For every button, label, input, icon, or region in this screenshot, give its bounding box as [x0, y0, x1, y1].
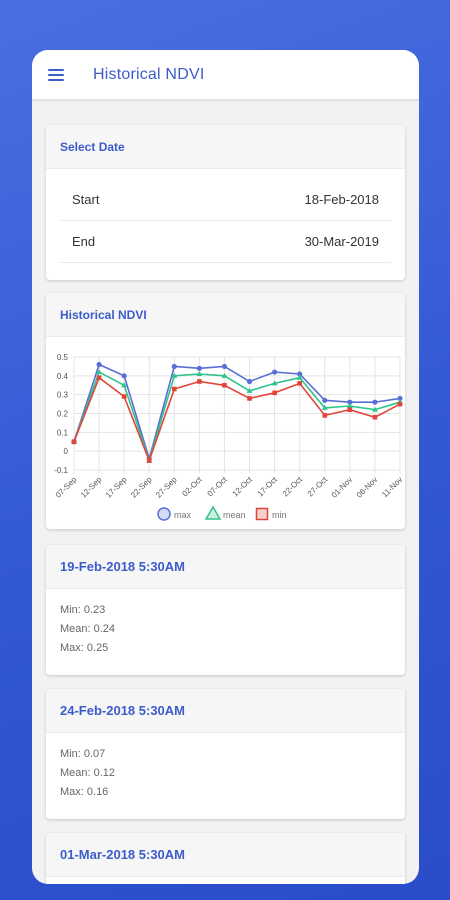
data-point-min [96, 375, 102, 381]
data-point-min [372, 414, 378, 420]
start-date-row[interactable]: Start 18-Feb-2018 [60, 179, 391, 221]
data-point-max [221, 363, 228, 370]
data-point-mean [246, 387, 253, 393]
entry-min: Min: 0.07 [60, 748, 106, 760]
data-point-min [272, 390, 277, 396]
data-point-max [372, 399, 378, 405]
data-point-max [297, 371, 303, 377]
hamburger-menu-icon[interactable] [48, 68, 64, 81]
data-point-min [297, 381, 302, 386]
data-point-mean [296, 374, 303, 380]
data-point-min [197, 379, 202, 384]
x-tick-label: 17-Sep [104, 475, 129, 500]
data-point-min [172, 386, 177, 392]
data-point-min [347, 407, 353, 413]
data-point-max [196, 365, 202, 371]
x-tick-label: 12-Oct [231, 475, 255, 499]
data-point-min [397, 401, 403, 407]
entry-title: 19-Feb-2018 5:30AM [46, 545, 405, 589]
x-tick-label: 12-Sep [79, 475, 104, 500]
x-tick-label: 17-Oct [256, 475, 280, 499]
series-min [71, 375, 403, 463]
entry-min: Min: 0.23 [60, 604, 106, 616]
x-tick-label: 01-Nov [330, 475, 355, 500]
entry-title: 24-Feb-2018 5:30AM [46, 689, 405, 733]
data-point-max [121, 373, 127, 379]
legend-marker-max [157, 507, 171, 521]
data-point-min [247, 396, 252, 401]
end-date-row[interactable]: End 30-Mar-2019 [60, 221, 391, 263]
data-point-min [146, 458, 152, 463]
series-line-min [73, 376, 401, 463]
x-tick-label: 11-Nov [380, 475, 404, 499]
x-tick-label: 27-Oct [306, 475, 330, 499]
data-point-min [222, 382, 227, 388]
end-label: End [72, 234, 96, 249]
y-tick-label: 0.2 [57, 410, 69, 419]
data-point-mean [171, 372, 178, 378]
data-point-max [347, 399, 353, 405]
app-bar: Historical NDVI [32, 50, 419, 100]
x-tick-label: 27-Sep [154, 475, 179, 500]
data-point-max [272, 369, 278, 375]
data-point-mean [196, 370, 203, 376]
data-point-max [96, 361, 102, 368]
y-tick-label: 0.3 [57, 391, 69, 400]
start-label: Start [72, 192, 100, 207]
entry-card-2[interactable]: 24-Feb-2018 5:30AM Min: 0.07 Mean: 0.12 … [46, 689, 405, 819]
entry-card-3[interactable]: 01-Mar-2018 5:30AM [46, 833, 405, 884]
data-point-max [322, 397, 328, 403]
legend-label: max [174, 510, 192, 520]
data-point-min [121, 394, 127, 399]
x-tick-label: 07-Sep [54, 475, 79, 500]
entry-card-1[interactable]: 19-Feb-2018 5:30AM Min: 0.23 Mean: 0.24 … [46, 545, 405, 675]
x-tick-label: 07-Oct [206, 475, 230, 499]
series-max [71, 361, 403, 462]
ndvi-line-chart: 0.50.40.30.20.10-0.107-Sep 12-Sep 17-Sep 22… [54, 353, 404, 521]
chart-legend [157, 505, 269, 521]
data-point-mean [371, 406, 378, 412]
series-line-mean [73, 370, 401, 464]
legend-label: min [272, 510, 287, 520]
data-point-mean [121, 382, 128, 388]
data-point-mean [346, 402, 353, 408]
x-tick-label: 06-Nov [355, 475, 380, 500]
entry-mean: Mean: 0.12 [60, 767, 116, 779]
phone-frame: Historical NDVI Select Date Start 18-Feb… [32, 50, 419, 884]
x-tick-label: 02-Oct [180, 475, 204, 499]
data-point-max [171, 363, 177, 370]
series-line-max [73, 363, 401, 462]
select-date-title: Select Date [46, 125, 405, 169]
entry-mean: Mean: 0.24 [60, 623, 116, 635]
select-date-card: Select Date Start 18-Feb-2018 End 30-Mar… [46, 125, 405, 280]
entry-max: Max: 0.16 [60, 786, 109, 798]
y-tick-label: -0.1 [54, 466, 68, 475]
x-tick-label: 22-Sep [129, 475, 154, 500]
data-point-min [71, 439, 77, 445]
entry-max: Max: 0.25 [60, 642, 109, 654]
legend-label: mean [223, 510, 246, 520]
y-tick-label: 0.1 [57, 428, 69, 437]
data-point-mean [221, 372, 228, 378]
start-date-value[interactable]: 18-Feb-2018 [304, 192, 379, 207]
chart-card-title: Historical NDVI [46, 293, 405, 337]
data-point-min [322, 413, 328, 418]
ndvi-chart-card: Historical NDVI 0.5 0.4 0.3 0.2 0.1 0 -0.1 07-S… [46, 293, 405, 529]
legend-marker-mean [204, 505, 222, 520]
data-point-mean [96, 369, 103, 375]
data-point-max [246, 378, 253, 385]
end-date-value[interactable]: 30-Mar-2019 [304, 234, 379, 249]
entry-title: 01-Mar-2018 5:30AM [46, 833, 405, 877]
series-mean [71, 369, 403, 464]
x-tick-label: 22-Oct [281, 475, 305, 499]
page-title: Historical NDVI [93, 65, 205, 83]
y-tick-label: 0.4 [57, 372, 69, 381]
y-tick-label: 0 [64, 447, 69, 456]
data-point-mean [271, 380, 278, 386]
data-point-mean [321, 404, 328, 410]
y-tick-label: 0.5 [57, 353, 69, 362]
data-point-max [397, 395, 403, 402]
legend-marker-min [255, 507, 269, 521]
